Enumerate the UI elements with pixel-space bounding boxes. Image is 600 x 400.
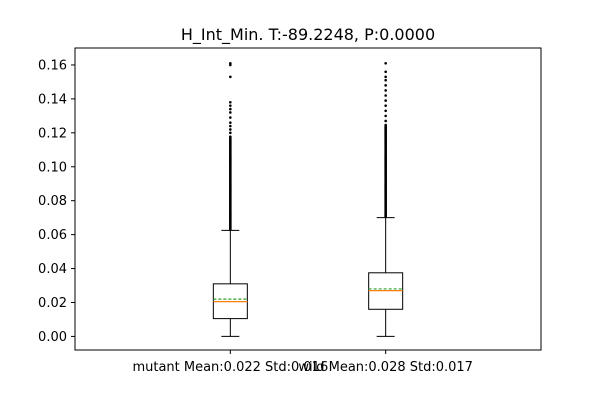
outlier-point [384, 114, 387, 118]
outlier-point [384, 61, 387, 65]
outlier-point [229, 107, 232, 111]
outlier-point [229, 111, 232, 114]
chart-title: H_Int_Min. T:-89.2248, P:0.0000 [181, 25, 435, 45]
outlier-point [229, 131, 232, 135]
outlier-point [384, 99, 387, 102]
outlier-point [229, 104, 232, 107]
outlier-point [384, 94, 387, 97]
outlier-point [229, 100, 232, 104]
y-tick-label: 0.14 [38, 92, 67, 107]
outlier-point [384, 123, 387, 127]
outlier-point [229, 121, 232, 124]
y-tick-label: 0.12 [38, 126, 67, 141]
y-tick-label: 0.10 [38, 160, 67, 175]
outlier-point [384, 84, 387, 87]
x-tick-label: mutant Mean:0.022 Std:0.016 [132, 360, 328, 375]
outlier-point [384, 109, 387, 113]
box-group-1 [368, 61, 404, 337]
axes-frame [74, 47, 542, 351]
outlier-point [384, 104, 387, 107]
y-tick-label: 0.06 [38, 228, 67, 243]
outlier-point [229, 135, 232, 139]
outlier-point [229, 124, 232, 128]
x-tick-label: wild Mean:0.028 Std:0.017 [298, 360, 473, 375]
y-axis: 0.00 0.02 0.04 0.06 0.08 0.10 0.12 0.14 0.16 [38, 58, 75, 345]
outlier-point [384, 78, 387, 82]
outlier-point [384, 119, 387, 123]
y-tick-label: 0.00 [38, 330, 67, 345]
outlier-point [229, 116, 232, 119]
y-tick-label: 0.04 [38, 262, 67, 277]
y-tick-label: 0.08 [38, 194, 67, 209]
outlier-point [384, 70, 387, 74]
outlier-point [384, 89, 387, 92]
plot-area [212, 61, 404, 337]
box-group-0 [212, 61, 248, 337]
outlier-point [229, 128, 232, 131]
y-tick-label: 0.02 [38, 296, 67, 311]
outlier-point [229, 75, 232, 79]
outlier-point [229, 61, 232, 65]
outlier-point [384, 75, 387, 79]
y-tick-label: 0.16 [38, 58, 67, 73]
